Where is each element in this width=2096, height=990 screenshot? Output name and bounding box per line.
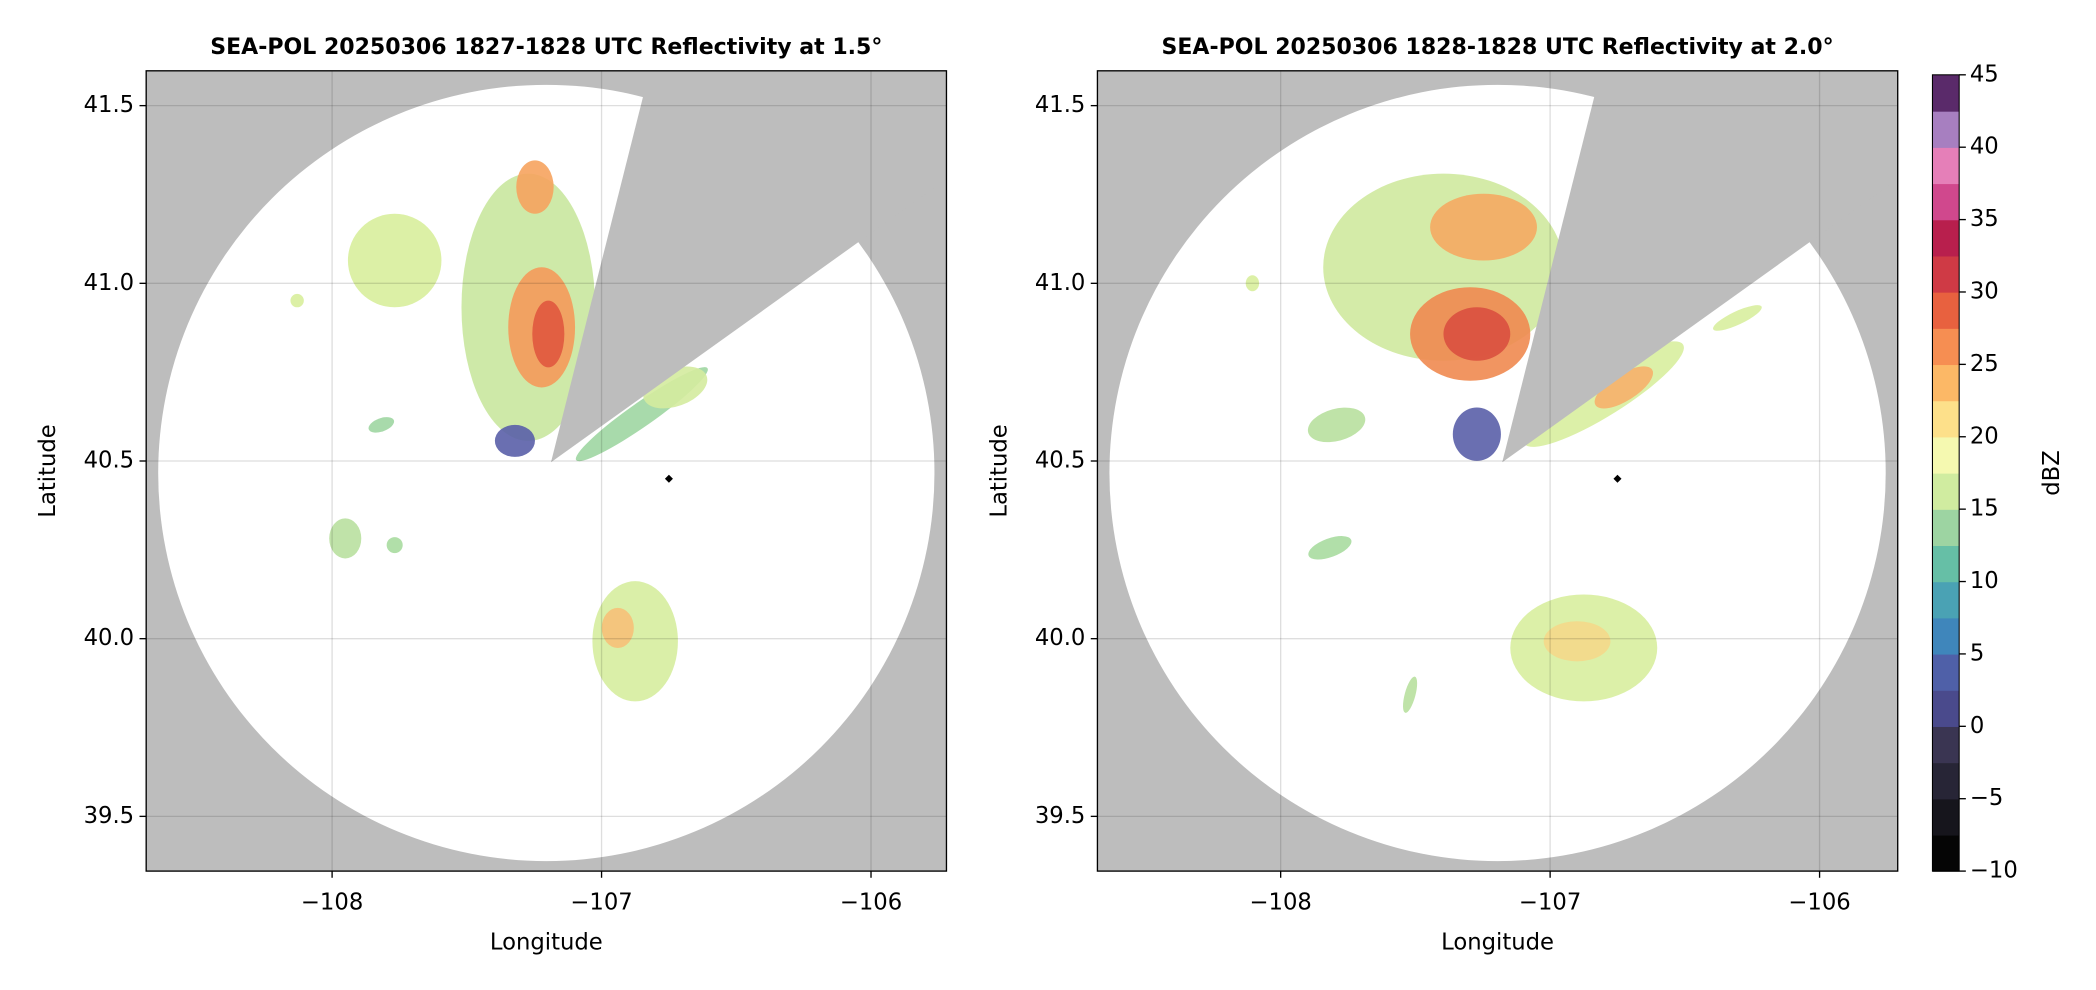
y-tick-label: 40.0 [84, 625, 135, 651]
y-tick-label: 39.5 [84, 803, 135, 829]
colorbar-segment [1932, 834, 1960, 872]
colorbar-segment [1932, 400, 1960, 438]
colorbar-tick-label: −5 [1970, 785, 2003, 811]
colorbar-segment [1932, 255, 1960, 293]
colorbar-tick-label: 20 [1970, 423, 1999, 449]
echo [592, 581, 678, 702]
y-tick-label: 39.5 [1035, 803, 1086, 829]
chart-title: SEA-POL 20250306 1827-1828 UTC Reflectiv… [210, 35, 882, 60]
echo [329, 518, 362, 559]
colorbar-tick-label: −10 [1970, 858, 2018, 884]
colorbar-tick-label: 15 [1970, 496, 1999, 522]
echo [516, 160, 554, 214]
echo [386, 537, 403, 554]
y-tick-label: 40.0 [1035, 625, 1086, 651]
echo [1713, 305, 1762, 331]
y-axis-label: Latitude [35, 424, 61, 517]
plot-frame [1096, 70, 1899, 872]
colorbar-segment [1932, 762, 1960, 800]
colorbar-tick-label: 0 [1970, 713, 1984, 739]
echo [368, 417, 395, 433]
plot-frame [145, 70, 948, 872]
colorbar-segment [1932, 653, 1960, 691]
colorbar-segment [1932, 617, 1960, 655]
colorbar-tick-label: 5 [1970, 640, 1984, 666]
colorbar-segment [1932, 328, 1960, 366]
colorbar-segment [1932, 690, 1960, 727]
echo [601, 607, 634, 648]
colorbar-segment [1932, 183, 1960, 221]
x-tick-label: −107 [1519, 890, 1581, 916]
colorbar-tick-label: 30 [1970, 278, 1999, 304]
colorbar-tick-label: 25 [1970, 351, 1999, 377]
x-tick-label: −107 [570, 890, 632, 916]
y-tick-label: 41.5 [1035, 92, 1086, 118]
chart-title: SEA-POL 20250306 1828-1828 UTC Reflectiv… [1162, 35, 1834, 60]
y-tick-label: 40.5 [84, 448, 135, 474]
colorbar-segment [1932, 291, 1960, 329]
echo [1543, 621, 1611, 662]
echo [1402, 676, 1418, 713]
colorbar-segment [1932, 364, 1960, 402]
radar-site [1613, 474, 1622, 483]
colorbar-segment [1932, 219, 1960, 257]
echo [1308, 536, 1352, 560]
colorbar-segment [1932, 436, 1960, 474]
x-tick-label: −108 [301, 890, 363, 916]
colorbar-tick-label: 35 [1970, 206, 1999, 232]
map-panel [146, 70, 947, 872]
echo [1307, 407, 1366, 443]
colorbar-segment [1932, 726, 1960, 764]
echo [290, 293, 304, 308]
x-axis-label: Longitude [1441, 930, 1554, 956]
echo [347, 213, 442, 308]
colorbar-segment [1932, 472, 1960, 510]
blocked-sector [550, 70, 947, 463]
colorbar-segment [1932, 581, 1960, 619]
x-tick-label: −108 [1249, 890, 1311, 916]
echo [1594, 366, 1654, 409]
echo [1245, 275, 1260, 292]
y-tick-label: 41.0 [1035, 270, 1086, 296]
map-panel [1097, 70, 1898, 872]
colorbar-tick-label: 45 [1970, 61, 1999, 87]
colorbar-tick-label: 10 [1970, 568, 1999, 594]
colorbar-segment [1932, 509, 1960, 547]
colorbar-segment [1932, 111, 1960, 148]
x-tick-label: −106 [840, 890, 902, 916]
blocked-sector [1502, 70, 1898, 463]
colorbar-segment [1932, 545, 1960, 583]
colorbar-segment [1932, 147, 1960, 185]
x-axis-label: Longitude [490, 930, 603, 956]
colorbar-tick-label: 40 [1970, 134, 1999, 160]
echo [494, 424, 535, 457]
x-tick-label: −106 [1788, 890, 1850, 916]
colorbar-segment [1932, 74, 1960, 112]
colorbar-frame [1931, 74, 1960, 872]
echo [1443, 307, 1511, 361]
y-tick-label: 41.5 [84, 92, 135, 118]
y-tick-label: 41.0 [84, 270, 135, 296]
colorbar-label: dBZ [2039, 450, 2065, 496]
y-tick-label: 40.5 [1035, 448, 1086, 474]
y-axis-label: Latitude [986, 424, 1012, 517]
echo [1430, 193, 1537, 261]
colorbar-segment [1932, 798, 1960, 836]
echo [532, 300, 565, 368]
echo [1452, 407, 1501, 461]
